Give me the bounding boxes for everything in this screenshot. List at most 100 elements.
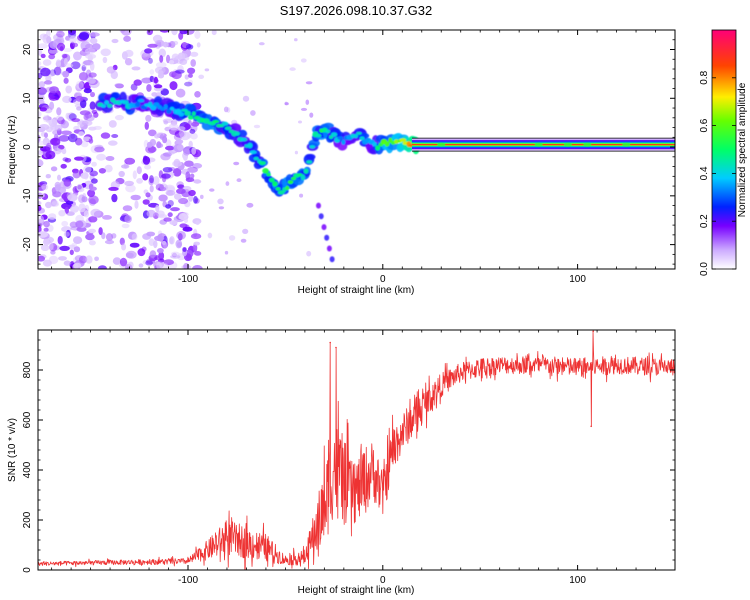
noise-blob — [141, 52, 151, 61]
noise-blob — [44, 132, 48, 138]
noise-blob — [169, 220, 178, 226]
noise-blob — [80, 140, 89, 148]
spectrogram-frame — [37, 29, 676, 270]
ridge-core — [337, 136, 344, 140]
noise-blob — [187, 166, 198, 173]
noise-blob — [38, 201, 42, 206]
noise-blob — [176, 231, 187, 240]
y-tick-label: -10 — [22, 188, 33, 203]
noise-blob — [236, 178, 242, 183]
noise-blob — [156, 261, 162, 269]
noise-blob — [169, 81, 178, 91]
noise-blob — [104, 164, 113, 173]
noise-blob — [70, 61, 81, 70]
band-knot — [563, 142, 572, 147]
noise-blob — [88, 138, 94, 144]
colorbar-ticks: 0.0 0.2 0.4 0.6 0.8 — [699, 70, 736, 276]
noise-blob — [131, 233, 138, 241]
noise-blob — [90, 37, 98, 45]
ridge-core — [247, 142, 253, 149]
noise-blob — [294, 38, 298, 42]
noise-blob — [45, 75, 52, 82]
noise-blob — [149, 175, 154, 184]
noise-blob — [61, 53, 68, 59]
colorbar-tick-label: 0.8 — [699, 70, 710, 84]
snr-xlabel: Height of straight line (km) — [298, 585, 415, 596]
noise-blob — [309, 112, 314, 118]
noise-blob — [146, 141, 153, 148]
ridge-core — [350, 133, 356, 139]
noise-blob — [91, 161, 97, 167]
noise-blob — [190, 51, 199, 57]
noise-blob — [149, 250, 157, 258]
noise-blob — [191, 121, 200, 127]
noise-blob — [177, 242, 182, 248]
noise-blob — [38, 124, 50, 131]
ridge-core — [188, 115, 194, 120]
noise-blob — [188, 79, 193, 85]
noise-blob — [43, 238, 50, 246]
noise-blob — [157, 72, 165, 79]
noise-blob — [124, 180, 134, 186]
noise-blob — [81, 196, 88, 203]
noise-blob — [119, 237, 125, 246]
x-tick-label: 100 — [569, 575, 586, 586]
noise-blob — [102, 215, 112, 220]
noise-blob — [64, 207, 70, 214]
ridge-core — [309, 145, 316, 149]
noise-blob — [194, 251, 202, 256]
noise-blob — [158, 194, 168, 202]
noise-blob — [194, 30, 201, 39]
noise-blob — [110, 70, 119, 80]
noise-blob — [165, 139, 172, 148]
ridge-core — [153, 102, 160, 107]
noise-blob — [38, 255, 45, 262]
x-tick-label: 0 — [380, 274, 386, 285]
noise-blob — [195, 220, 200, 226]
noise-blob — [153, 84, 163, 89]
noise-blob — [40, 67, 51, 77]
noise-blob — [153, 240, 158, 249]
noise-blob — [38, 149, 43, 156]
noise-blob — [298, 120, 302, 124]
noise-blob — [87, 189, 96, 198]
ridge-tail — [318, 213, 324, 220]
noise-blob — [38, 159, 44, 168]
noise-blob — [217, 198, 224, 205]
noise-blob — [73, 51, 82, 61]
y-tick-label: 20 — [22, 44, 33, 56]
noise-blob — [240, 238, 247, 243]
colorbar-tick-label: 0.0 — [699, 262, 710, 276]
spectrogram-marks — [38, 30, 675, 269]
noise-blob — [305, 81, 313, 85]
ridge-core — [375, 145, 381, 151]
noise-blob — [153, 76, 158, 84]
noise-blob — [93, 125, 102, 130]
noise-blob — [48, 94, 55, 100]
noise-blob — [141, 77, 153, 84]
noise-blob — [122, 205, 133, 212]
noise-blob — [194, 91, 201, 98]
noise-blob — [64, 63, 74, 68]
noise-blob — [56, 42, 66, 51]
noise-blob — [189, 128, 196, 134]
noise-blob — [182, 226, 193, 232]
noise-blob — [250, 110, 256, 116]
noise-blob — [108, 120, 117, 128]
noise-blob — [188, 194, 194, 202]
noise-blob — [78, 194, 86, 203]
noise-blob — [175, 88, 186, 98]
ridge-core — [240, 137, 247, 142]
noise-blob — [137, 248, 146, 257]
ridge-tail — [324, 234, 330, 241]
ridge-core — [122, 100, 129, 105]
x-tick-label: -100 — [178, 575, 198, 586]
y-tick-label: -20 — [22, 237, 33, 252]
noise-blob — [142, 156, 151, 165]
noise-blob — [71, 242, 77, 248]
noise-blob — [45, 150, 56, 160]
noise-blob — [174, 193, 182, 200]
noise-blob — [89, 170, 98, 177]
noise-blob — [193, 179, 202, 184]
